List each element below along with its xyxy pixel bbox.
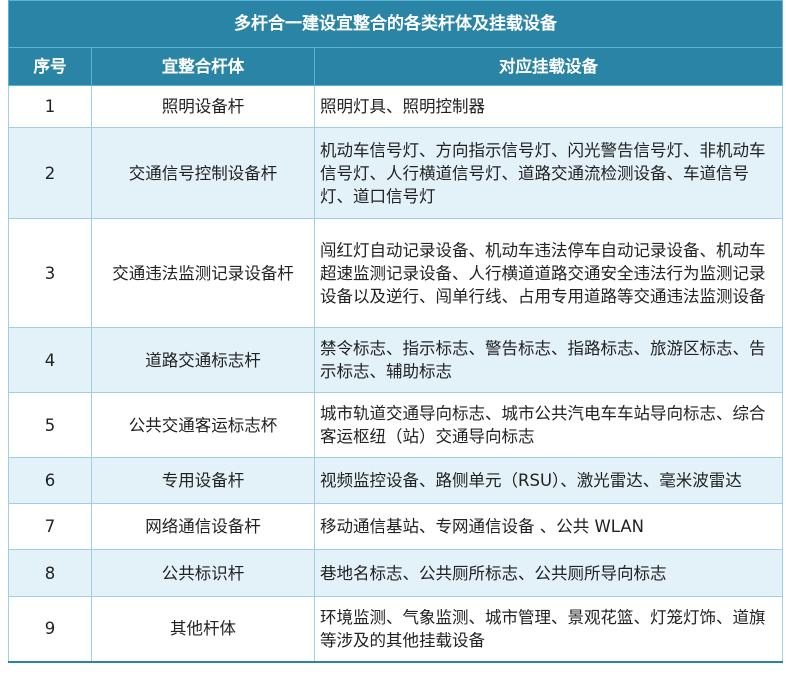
column-header-devices: 对应挂载设备 bbox=[314, 47, 783, 86]
row-devices: 视频监控设备、路侧单元（RSU）、激光雷达、毫米波雷达 bbox=[314, 457, 783, 504]
row-number: 1 bbox=[8, 85, 92, 128]
row-pole: 交通违法监测记录设备杆 bbox=[91, 218, 315, 328]
row-devices: 环境监测、气象监测、城市管理、景观花篮、灯笼灯饰、道旗等涉及的其他挂载设备 bbox=[314, 596, 783, 662]
column-header-no: 序号 bbox=[8, 47, 92, 86]
row-pole: 公共标识杆 bbox=[91, 549, 315, 597]
table-row: 8 公共标识杆 巷地名标志、公共厕所标志、公共厕所导向标志 bbox=[8, 549, 783, 597]
row-pole: 网络通信设备杆 bbox=[91, 503, 315, 550]
table-row: 6 专用设备杆 视频监控设备、路侧单元（RSU）、激光雷达、毫米波雷达 bbox=[8, 457, 783, 504]
row-pole: 交通信号控制设备杆 bbox=[91, 127, 315, 219]
row-number: 6 bbox=[8, 457, 92, 504]
row-devices: 巷地名标志、公共厕所标志、公共厕所导向标志 bbox=[314, 549, 783, 597]
row-devices: 闯红灯自动记录设备、机动车违法停车自动记录设备、机动车超速监测记录设备、人行横道… bbox=[314, 218, 783, 328]
table-row: 4 道路交通标志杆 禁令标志、指示标志、警告标志、指路标志、旅游区标志、告示标志、辅… bbox=[8, 327, 783, 393]
row-devices: 城市轨道交通导向标志、城市公共汽电车车站导向标志、综合客运枢纽（站）交通导向标志 bbox=[314, 392, 783, 458]
pole-equipment-table: 多杆合一建设宜整合的各类杆体及挂载设备 序号 宜整合杆体 对应挂载设备 1 照明设… bbox=[8, 0, 783, 663]
column-header-pole: 宜整合杆体 bbox=[91, 47, 315, 86]
row-number: 8 bbox=[8, 549, 92, 597]
row-pole: 照明设备杆 bbox=[91, 85, 315, 128]
row-number: 9 bbox=[8, 596, 92, 662]
table-row: 1 照明设备杆 照明灯具、照明控制器 bbox=[8, 85, 783, 128]
table-row: 3 交通违法监测记录设备杆 闯红灯自动记录设备、机动车违法停车自动记录设备、机动车超… bbox=[8, 218, 783, 328]
row-pole: 道路交通标志杆 bbox=[91, 327, 315, 393]
row-number: 5 bbox=[8, 392, 92, 458]
row-devices: 照明灯具、照明控制器 bbox=[314, 85, 783, 128]
row-devices: 机动车信号灯、方向指示信号灯、闪光警告信号灯、非机动车信号灯、人行横道信号灯、道… bbox=[314, 127, 783, 219]
row-pole: 专用设备杆 bbox=[91, 457, 315, 504]
row-number: 3 bbox=[8, 218, 92, 328]
row-pole: 其他杆体 bbox=[91, 596, 315, 662]
row-number: 2 bbox=[8, 127, 92, 219]
table-row: 9 其他杆体 环境监测、气象监测、城市管理、景观花篮、灯笼灯饰、道旗等涉及的其他挂载… bbox=[8, 596, 783, 662]
table-row: 7 网络通信设备杆 移动通信基站、专网通信设备 、公共 WLAN bbox=[8, 503, 783, 550]
row-number: 4 bbox=[8, 327, 92, 393]
row-devices: 禁令标志、指示标志、警告标志、指路标志、旅游区标志、告示标志、辅助标志 bbox=[314, 327, 783, 393]
table-row: 5 公共交通客运标志杯 城市轨道交通导向标志、城市公共汽电车车站导向标志、综合客运枢… bbox=[8, 392, 783, 458]
row-devices: 移动通信基站、专网通信设备 、公共 WLAN bbox=[314, 503, 783, 550]
row-pole: 公共交通客运标志杯 bbox=[91, 392, 315, 458]
table-title: 多杆合一建设宜整合的各类杆体及挂载设备 bbox=[8, 0, 783, 48]
table-row: 2 交通信号控制设备杆 机动车信号灯、方向指示信号灯、闪光警告信号灯、非机动车信号灯… bbox=[8, 127, 783, 219]
row-number: 7 bbox=[8, 503, 92, 550]
